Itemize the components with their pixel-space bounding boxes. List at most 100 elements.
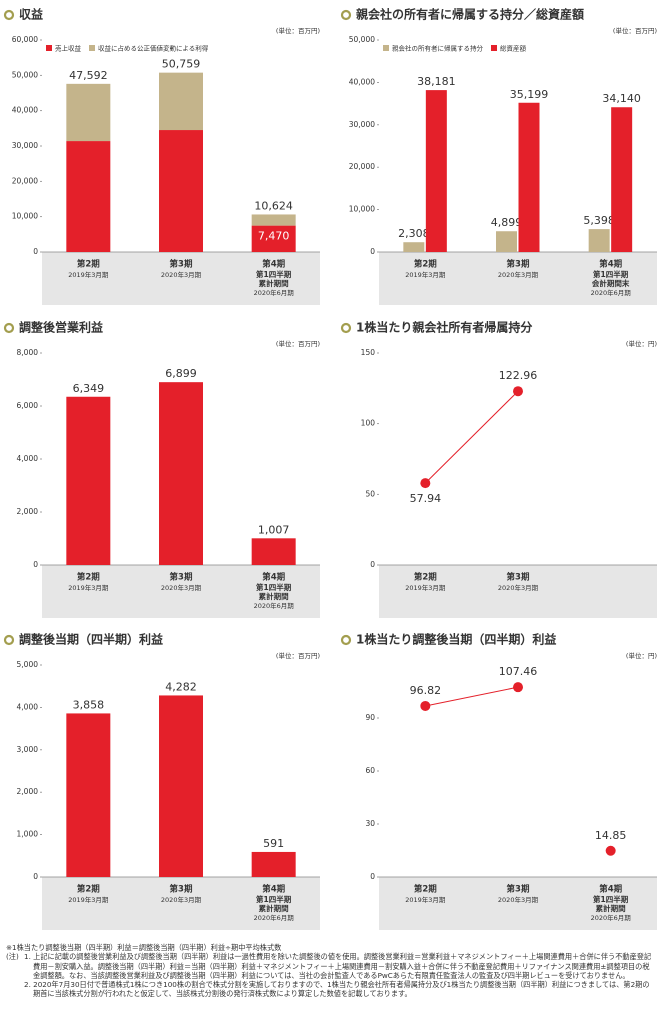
x-tick-sublabel: 累計期間	[596, 903, 626, 913]
point	[513, 682, 523, 693]
x-tick-sublabel: 2019年3月期	[405, 583, 446, 592]
x-tick-sublabel: 2019年3月期	[68, 270, 109, 279]
footnotes: ※1株当たり調整後当期（四半期）利益＝調整後当期（四半期）利益÷期中平均株式数 …	[6, 943, 656, 999]
category-band	[42, 565, 320, 618]
y-tick-label: 30,000	[12, 141, 38, 150]
bar	[251, 538, 296, 565]
bar	[588, 229, 610, 252]
y-tick-label: 50,000	[349, 35, 375, 44]
unit-label: (単位：円)	[626, 339, 657, 348]
title-icon	[340, 9, 352, 21]
value-label: 34,140	[602, 92, 641, 105]
value-label: 6,349	[73, 382, 105, 395]
x-tick-label: 第2期	[77, 884, 100, 895]
legend-swatch	[383, 45, 389, 51]
x-tick-sublabel: 2019年3月期	[405, 270, 446, 279]
point	[605, 845, 616, 856]
x-tick-label: 第4期	[262, 884, 285, 895]
y-tick-label: 4,000	[17, 454, 39, 463]
line	[424, 390, 519, 484]
y-tick-label: 60	[365, 766, 375, 775]
value-label: 5,398	[583, 214, 615, 227]
value-label: 35,199	[510, 88, 549, 101]
x-tick-sublabel: 2020年3月期	[161, 583, 202, 592]
x-tick-label: 第4期	[599, 259, 622, 270]
value-label: 4,899	[491, 216, 523, 229]
value-label: 591	[263, 837, 284, 850]
legend-swatch	[491, 45, 497, 51]
bar-segment	[66, 141, 111, 252]
title-icon	[340, 322, 352, 334]
y-tick-label: 2,000	[17, 507, 39, 516]
x-tick-sublabel: 2020年6月期	[254, 601, 295, 610]
chart-title: 調整後当期（四半期）利益	[19, 632, 163, 647]
title-icon	[340, 634, 352, 646]
unit-label: (単位：百万円)	[276, 339, 320, 348]
x-tick-label: 第4期	[599, 884, 622, 895]
charts: 収益 (単位：百万円) 0 10,000 20,000 30,000 40,000 50,00…	[3, 7, 657, 930]
y-tick-label: 0	[370, 247, 375, 256]
y-tick-label: 5,000	[17, 660, 39, 669]
x-tick-sublabel: 2019年3月期	[68, 895, 109, 904]
y-tick-label: 20,000	[12, 176, 38, 185]
note-item: 1. 上記に記載の調整後営業利益及び調整後当期（四半期）利益は一過性費用を除いた…	[24, 952, 652, 980]
x-tick-sublabel: 2020年6月期	[254, 913, 295, 922]
note-item: 2. 2020年7月30日付で普通株式1株につき100株の割合で株式分割を実施し…	[24, 980, 650, 999]
bar-segment	[159, 72, 203, 131]
y-tick-label: 40,000	[349, 77, 375, 86]
unit-label: (単位：百万円)	[613, 26, 657, 35]
x-tick-sublabel: 第1四半期	[256, 894, 292, 904]
y-tick-label: 0	[33, 560, 38, 569]
x-tick-sublabel: 2020年3月期	[498, 895, 539, 904]
bar	[518, 102, 540, 252]
y-tick-label: 50,000	[12, 70, 38, 79]
chart-title: 親会社の所有者に帰属する持分／総資産額	[356, 7, 584, 22]
y-tick-label: 30	[365, 819, 375, 828]
value-label: 14.85	[595, 829, 627, 842]
y-tick-label: 40,000	[12, 106, 38, 115]
x-tick-label: 第4期	[262, 259, 285, 270]
x-tick-sublabel: 累計期間	[259, 278, 289, 288]
x-tick-sublabel: 第1四半期	[593, 894, 629, 904]
x-tick-sublabel: 2020年3月期	[161, 270, 202, 279]
x-tick-label: 第4期	[262, 572, 285, 583]
y-tick-label: 6,000	[17, 401, 39, 410]
formula-note: ※1株当たり調整後当期（四半期）利益＝調整後当期（四半期）利益÷期中平均株式数	[6, 943, 282, 952]
value-label: 57.94	[410, 492, 442, 505]
x-tick-sublabel: 2019年3月期	[68, 583, 109, 592]
value-label: 2,308	[398, 227, 430, 240]
y-tick-label: 0	[33, 872, 38, 881]
y-tick-label: 30,000	[349, 120, 375, 129]
point	[513, 386, 523, 397]
x-tick-label: 第3期	[507, 572, 530, 583]
bar-segment	[159, 130, 203, 252]
x-tick-sublabel: 累計期間	[259, 591, 289, 601]
bar	[159, 382, 203, 565]
chart-title: 収益	[19, 7, 43, 22]
legend-label: 親会社の所有者に帰属する持分	[392, 44, 484, 53]
y-tick-label: 0	[370, 872, 375, 881]
bar	[611, 107, 633, 252]
x-tick-sublabel: 第1四半期	[256, 269, 292, 279]
line	[425, 686, 519, 707]
notes-items: 1. 上記に記載の調整後営業利益及び調整後当期（四半期）利益は一過性費用を除いた…	[24, 952, 656, 998]
value-label: 122.96	[499, 369, 538, 382]
x-tick-label: 第2期	[414, 884, 437, 895]
x-tick-sublabel: 2020年6月期	[591, 288, 632, 297]
bar	[66, 396, 111, 565]
bar-segment	[251, 225, 296, 252]
y-tick-label: 0	[33, 247, 38, 256]
category-band	[42, 252, 320, 305]
unit-label: (単位：百万円)	[276, 651, 320, 660]
bar	[159, 695, 203, 877]
value-label: 96.82	[410, 684, 442, 697]
y-tick-label: 1,000	[17, 830, 39, 839]
x-tick-sublabel: 2019年3月期	[405, 895, 446, 904]
value-label: 6,899	[165, 367, 197, 380]
value-label: 7,470	[258, 230, 290, 243]
y-tick-label: 4,000	[17, 702, 39, 711]
y-tick-label: 2,000	[17, 787, 39, 796]
x-tick-label: 第2期	[414, 259, 437, 270]
y-tick-label: 100	[361, 419, 376, 428]
chart-title: 調整後営業利益	[19, 320, 103, 335]
